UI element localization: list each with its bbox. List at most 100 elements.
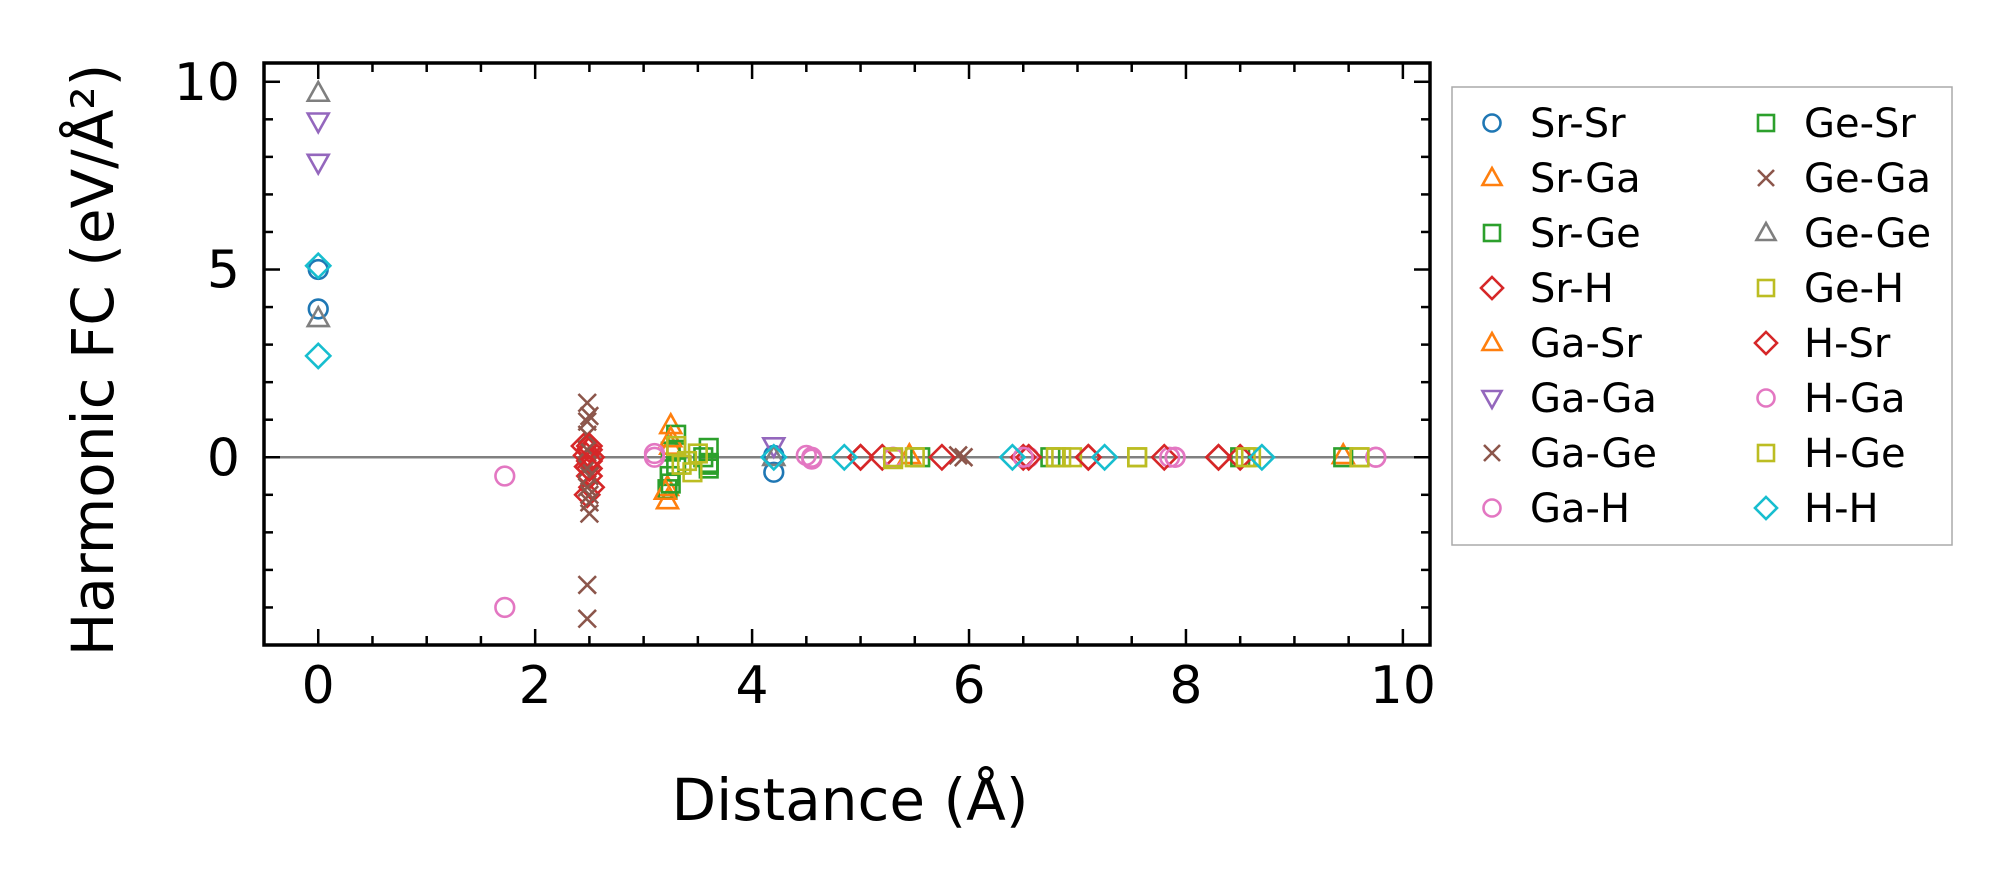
legend: Sr-Sr Sr-Ga Sr-Ge Sr-H Ga-Sr Ga-Ga Ga-Ge Ga-H Ge… — [1451, 86, 1953, 546]
data-point — [575, 432, 604, 460]
legend-marker — [1480, 165, 1504, 187]
data-point — [1127, 447, 1148, 468]
series-ga-h — [494, 442, 1387, 619]
data-point — [573, 480, 602, 509]
legend-marker — [1480, 389, 1504, 411]
legend-label: Sr-Ga — [1530, 156, 1641, 202]
data-point — [830, 443, 859, 472]
data-point — [948, 445, 968, 466]
data-point — [759, 443, 788, 472]
legend-marker — [1480, 330, 1504, 352]
data-point — [305, 79, 331, 103]
data-point — [579, 485, 600, 505]
data-point — [494, 465, 516, 487]
data-point — [305, 112, 331, 135]
data-point — [1235, 447, 1256, 468]
legend-label: Ga-Sr — [1530, 321, 1642, 367]
x-tick-label: 10 — [1370, 656, 1436, 716]
legend-entry: Sr-Ga — [1480, 156, 1641, 202]
data-point — [305, 153, 331, 177]
legend-entry: Ga-Ga — [1480, 376, 1657, 422]
x-tick-label: 0 — [302, 656, 335, 716]
data-point — [1061, 447, 1083, 468]
series-h-h — [304, 251, 1276, 472]
legend-entry: Sr-Sr — [1482, 101, 1626, 147]
y-tick-label: 10 — [174, 53, 240, 113]
series-ge-ga — [579, 406, 968, 486]
legend-marker — [1482, 223, 1502, 243]
plot-area — [264, 79, 1430, 629]
data-point — [761, 443, 787, 467]
legend-entry: Ga-H — [1482, 486, 1630, 532]
data-point — [1090, 443, 1119, 472]
data-point — [579, 406, 600, 426]
data-point — [304, 341, 333, 370]
legend-marker — [1483, 444, 1501, 462]
data-point — [1018, 446, 1040, 468]
data-point — [1159, 446, 1181, 468]
data-point — [575, 435, 604, 464]
legend-marker — [1754, 220, 1778, 242]
legend-marker — [1756, 443, 1776, 463]
data-point — [1012, 446, 1034, 468]
x-axis: 0 2 4 6 8 10 — [302, 63, 1436, 716]
data-point — [953, 447, 974, 467]
y-tick-label: 0 — [207, 428, 240, 488]
legend-entry: Ge-Sr — [1756, 101, 1916, 147]
legend-marker — [1756, 388, 1776, 408]
data-point — [927, 443, 956, 472]
data-point — [1349, 447, 1370, 468]
series-h-ga — [643, 446, 1387, 468]
legend-entry: Ge-H — [1756, 266, 1904, 312]
data-point — [1333, 447, 1354, 468]
data-point — [577, 608, 597, 629]
plot-frame — [262, 61, 1432, 647]
data-point — [904, 447, 925, 468]
x-tick-label: 6 — [952, 656, 985, 716]
data-point — [575, 454, 604, 483]
legend-label: H-Ge — [1804, 431, 1906, 477]
data-point — [305, 304, 331, 328]
legend-label: Ge-Ga — [1804, 156, 1931, 202]
legend-label: Sr-Sr — [1530, 101, 1626, 147]
legend-entry: Ga-Sr — [1480, 321, 1642, 367]
series-ga-ge — [577, 393, 974, 629]
data-point — [671, 454, 692, 475]
data-point — [658, 411, 684, 435]
legend-marker — [1753, 330, 1779, 356]
x-tick-label: 8 — [1169, 656, 1202, 716]
legend-entry: H-Sr — [1753, 321, 1891, 367]
legend-entry: Ga-Ge — [1483, 431, 1657, 477]
legend-label: Sr-Ge — [1530, 211, 1641, 257]
data-point — [579, 466, 600, 486]
data-point — [1226, 443, 1255, 472]
data-point — [998, 443, 1027, 472]
legend-marker — [1753, 495, 1779, 521]
data-point — [643, 446, 666, 468]
legend-marker — [1757, 169, 1775, 187]
legend-label: Ga-H — [1530, 486, 1630, 532]
series-h-ge — [671, 447, 1370, 475]
legend-entry: Ge-Ga — [1757, 156, 1931, 202]
legend-entry: Sr-Ge — [1482, 211, 1641, 257]
data-point — [1365, 446, 1387, 468]
x-axis-title: Distance (Å) — [672, 765, 1029, 834]
legend-entry: H-Ga — [1756, 376, 1905, 422]
x-tick-label: 2 — [519, 656, 552, 716]
data-point — [1204, 443, 1233, 472]
data-point — [801, 446, 823, 468]
legend-label: H-H — [1804, 486, 1879, 532]
data-point — [687, 443, 708, 464]
legend-entry: Sr-H — [1479, 266, 1614, 312]
x-tick-label: 4 — [736, 656, 769, 716]
y-tick-label: 5 — [207, 241, 240, 301]
series-ga-ga — [305, 112, 787, 460]
legend-label: H-Sr — [1804, 321, 1891, 367]
legend-label: Ga-Ge — [1530, 431, 1657, 477]
series-h-sr — [575, 432, 1255, 483]
y-axis: 0 5 10 — [174, 53, 1430, 647]
data-point — [652, 477, 678, 501]
data-point — [304, 251, 333, 280]
axes-frame — [262, 61, 1432, 647]
legend-label: Ge-H — [1804, 266, 1904, 312]
